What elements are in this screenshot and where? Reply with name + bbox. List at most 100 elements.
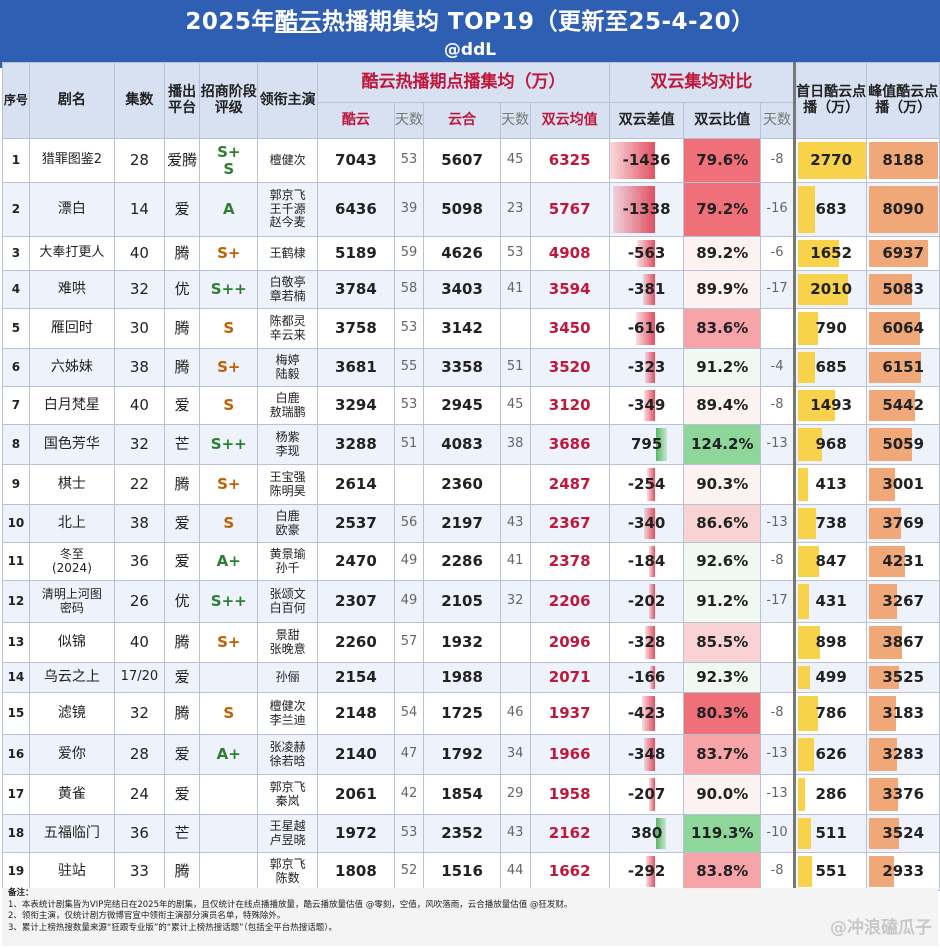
cell-seq: 19: [2, 852, 30, 891]
cell-title: 白月梵星: [28, 386, 116, 425]
cell-day-diff: [760, 662, 795, 693]
cell-first-day: 286: [792, 774, 868, 815]
cell-yunhe-days: 43: [499, 814, 531, 853]
cell-kuyun-avg: 2140: [317, 734, 395, 775]
cell-peak: 6151: [866, 348, 940, 387]
first-day-value: 2010: [810, 280, 853, 299]
cell-episodes: 28: [114, 734, 165, 775]
diff-bar: [645, 352, 656, 383]
cell-yunhe-avg: 2105: [423, 580, 501, 623]
cell-platform: 爱腾: [163, 138, 201, 183]
first-day-bar: [797, 390, 836, 421]
cell-first-day: 413: [792, 464, 868, 505]
cell-dual-ratio: 86.6%: [683, 504, 762, 543]
diff-value: -202: [627, 592, 666, 611]
cell-dual-diff: 795: [608, 424, 685, 465]
cell-kuyun-avg: 2537: [317, 504, 395, 543]
cell-episodes: 33: [114, 852, 165, 891]
cell-peak: 6937: [866, 236, 940, 271]
first-day-value: 499: [815, 668, 847, 687]
cell-first-day: 511: [792, 814, 868, 853]
cell-first-day: 499: [792, 662, 868, 693]
cell-yunhe-days: 46: [499, 692, 531, 735]
cell-first-day: 551: [792, 852, 868, 891]
diff-bar: [612, 186, 656, 233]
cell-grade: A+: [199, 734, 259, 775]
cell-kuyun-days: 59: [393, 236, 425, 271]
cell-grade: S: [199, 386, 259, 425]
ratio-value: 90.3%: [696, 475, 749, 494]
diff-bar: [647, 468, 656, 501]
cell-yunhe-days: [499, 464, 531, 505]
cell-dual-avg: 2162: [529, 814, 610, 853]
peak-bar: [869, 274, 913, 305]
cell-platform: 腾: [163, 622, 201, 663]
cell-dual-avg: 3520: [529, 348, 610, 387]
diff-value: -423: [627, 704, 666, 723]
cell-dual-avg: 3450: [529, 308, 610, 349]
first-day-value: 431: [815, 592, 847, 611]
cell-platform: 爱: [163, 182, 201, 237]
cell-yunhe-days: 34: [499, 734, 531, 775]
cell-episodes: 32: [114, 424, 165, 465]
cell-first-day: 847: [792, 542, 868, 581]
cell-peak: 3525: [866, 662, 940, 693]
cell-dual-ratio: 91.2%: [683, 580, 762, 623]
cell-yunhe-avg: 1988: [423, 662, 501, 693]
cell-yunhe-avg: 3358: [423, 348, 501, 387]
cell-kuyun-avg: 3758: [317, 308, 395, 349]
cell-grade: [199, 662, 259, 693]
note-3: 3、累计上榜热搜数量来源“狂跟专业版”的“累计上榜热搜话题”（包括全平台热搜话题…: [8, 922, 338, 933]
grade-text: A: [222, 200, 235, 219]
col-yunhe: 云合: [423, 102, 501, 139]
peak-value: 3769: [882, 514, 925, 533]
note-1: 1、本表统计剧集皆为VIP完结日在2025年的剧集，且仅统计在线点播播放量，酷云…: [8, 899, 573, 910]
cell-yunhe-avg: 4626: [423, 236, 501, 271]
ratio-value: 89.2%: [696, 244, 749, 263]
watermark-text: @冲浪磕瓜子: [830, 918, 932, 938]
first-day-value: 786: [815, 704, 847, 723]
cell-platform: 优: [163, 580, 201, 623]
cell-seq: 2: [2, 182, 30, 237]
col-peak: 峰值酷云点播（万）: [866, 62, 940, 139]
peak-value: 6151: [882, 358, 925, 377]
cell-lead: 梅婷 陆毅: [257, 348, 319, 387]
diff-value: -184: [627, 552, 666, 571]
cell-peak: 8188: [866, 138, 940, 183]
cell-dual-ratio: 119.3%: [683, 814, 762, 853]
cell-dual-ratio: 90.3%: [683, 464, 762, 505]
cell-peak: 5442: [866, 386, 940, 425]
cell-dual-ratio: 124.2%: [683, 424, 762, 465]
cell-lead: 王宝强 陈明昊: [257, 464, 319, 505]
col-day-diff: 天数: [760, 102, 795, 139]
cell-dual-avg: 2206: [529, 580, 610, 623]
cell-yunhe-avg: 5607: [423, 138, 501, 183]
cell-first-day: 626: [792, 734, 868, 775]
cell-yunhe-avg: 1792: [423, 734, 501, 775]
cell-title: 乌云之上: [28, 662, 116, 693]
cell-grade: S+ S: [199, 138, 259, 183]
col-platform: 播出平台: [163, 62, 201, 139]
col-yunhe-days: 天数: [499, 102, 531, 139]
diff-bar: [646, 856, 656, 887]
first-day-value: 968: [815, 435, 847, 454]
cell-grade: S: [199, 504, 259, 543]
cell-episodes: 17/20: [114, 662, 165, 693]
cell-lead: 张凌赫 徐若晗: [257, 734, 319, 775]
cell-dual-avg: 2071: [529, 662, 610, 693]
cell-kuyun-days: 53: [393, 308, 425, 349]
cell-episodes: 32: [114, 270, 165, 309]
peak-value: 2933: [882, 862, 925, 881]
cell-title: 滤镜: [28, 692, 116, 735]
cell-kuyun-days: 51: [393, 424, 425, 465]
cell-platform: 腾: [163, 348, 201, 387]
cell-yunhe-avg: 4083: [423, 424, 501, 465]
cell-lead: 景甜 张晚意: [257, 622, 319, 663]
first-day-value: 790: [815, 319, 847, 338]
cell-platform: 芒: [163, 814, 201, 853]
cell-day-diff: -8: [760, 138, 795, 183]
diff-value: -340: [627, 514, 666, 533]
diff-value: -1436: [622, 151, 671, 170]
author-handle: @ddL: [443, 40, 497, 60]
table-row: 12 清明上河图 密码 26 优 S++ 张颂文 白百何 2307 49 2105 32 2206-…: [2, 580, 940, 623]
